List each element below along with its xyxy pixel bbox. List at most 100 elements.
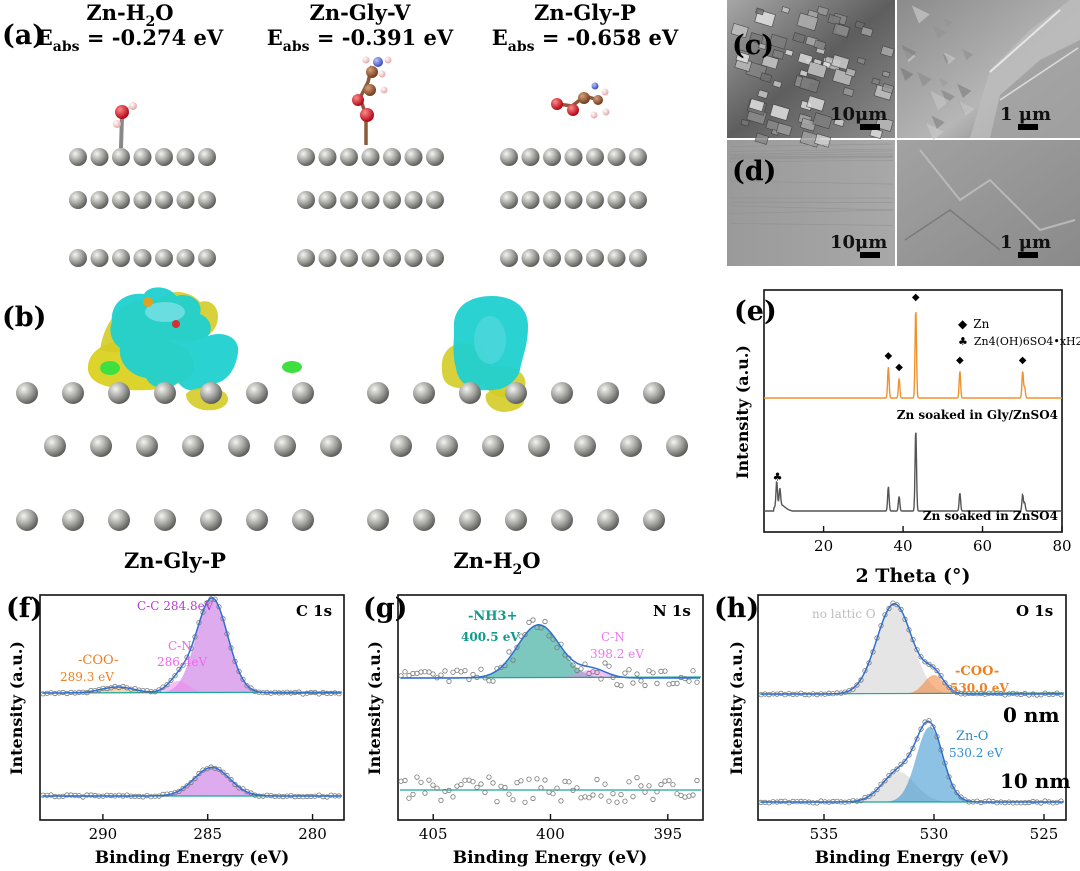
xps-component-peak [398, 624, 703, 678]
xps-data-point [192, 775, 198, 782]
zn-atom [426, 148, 444, 166]
panel-f-y-label: Intensity (a.u.) [7, 641, 26, 775]
peak-label-coo: -COO- [78, 653, 119, 668]
zn-atom [292, 509, 314, 531]
xps-data-point [570, 787, 576, 793]
xps-data-point [478, 781, 484, 787]
xps-data-point [854, 682, 860, 688]
xps-data-point [898, 761, 904, 767]
xps-data-point [450, 669, 456, 675]
panel-a-molecules [113, 56, 610, 149]
zhs-peak-marker: ♣ [773, 470, 783, 483]
zn-atom [176, 191, 195, 209]
xps-data-point [164, 681, 170, 688]
xps-data-point [666, 777, 672, 784]
zn-atom [643, 509, 665, 531]
xps-data-point [486, 774, 492, 780]
zn-atom [16, 382, 38, 404]
zn-atom [274, 435, 296, 457]
zn-atom [521, 191, 540, 209]
zn-atom [413, 382, 435, 404]
xrd-x-label: 2 Theta (°) [855, 565, 970, 587]
zn-peak-marker: ◆ [885, 351, 893, 362]
peak-label-cn-energy: 286.4eV [157, 655, 207, 669]
panel-h-frame [757, 594, 1067, 821]
zn-atom [361, 249, 380, 267]
xps-data-point [438, 797, 444, 804]
xps-data-point [638, 783, 644, 789]
peak-label-cn: C-N [168, 639, 192, 653]
xps-data-point [240, 676, 246, 682]
panel-f-frame [39, 594, 345, 821]
xps-data-point [950, 783, 956, 789]
zn-atom [176, 249, 195, 267]
zn-atom [340, 148, 358, 166]
water-molecule [113, 102, 137, 149]
peak-label-zno-energy: 530.2 eV [949, 746, 1003, 760]
panel-d-letter: (d) [732, 156, 776, 187]
zn-atom [574, 435, 596, 457]
zn-atom [436, 435, 458, 457]
xps-data-point [550, 791, 556, 797]
peak-label-nolattic: no lattic O [812, 607, 876, 621]
zn-atom [16, 509, 38, 531]
xps-data-point [80, 794, 86, 800]
xps-data-point [406, 795, 412, 801]
glycine-vertical-molecule [352, 56, 392, 145]
panel-e-letter: (e) [734, 296, 777, 327]
zn-peak-marker: ◆ [956, 355, 964, 366]
zn-atom [543, 148, 561, 166]
zn-atom [597, 382, 619, 404]
xps-data-point [902, 758, 908, 764]
xps-data-point [474, 784, 480, 790]
xps-data-point [646, 668, 652, 674]
zn-atom [361, 148, 380, 166]
xps-data-point [180, 662, 186, 668]
xps-data-point [526, 776, 532, 782]
xps-component-peak [40, 681, 344, 693]
xps-data-point [642, 682, 648, 689]
xps-x-tick-label: 525 [1030, 825, 1059, 843]
xps-data-point [634, 774, 640, 781]
xrd-legend-zhs: ♣ Zn4(OH)6SO4•xH2O [958, 335, 1080, 348]
zn-atom [297, 249, 315, 267]
xps-data-point [84, 792, 90, 798]
xps-data-point [184, 783, 190, 789]
xps-data-point [430, 782, 436, 788]
zn-atom [133, 148, 152, 166]
panel-h-x-label: Binding Energy (eV) [815, 848, 1010, 868]
xps-data-point [882, 778, 888, 784]
xps-data-point [694, 679, 700, 685]
zn-atom [607, 191, 626, 209]
xps-data-point [482, 789, 488, 796]
xps-data-point [490, 678, 496, 684]
scalebar-d-low: 10μm [830, 232, 887, 253]
xps-data-point [926, 718, 932, 724]
xps-data-point [898, 606, 904, 613]
xps-data-point [638, 678, 644, 684]
xps-data-point [450, 794, 456, 800]
zn-atom [413, 509, 435, 531]
peak-label-nh3-energy: 400.5 eV [461, 630, 520, 644]
xps-data-point [438, 672, 444, 678]
zn-atom [340, 249, 358, 267]
xps-data-point [538, 785, 544, 791]
peak-label-coo-energy: 289.3 eV [60, 670, 114, 684]
xps-data-point [172, 673, 178, 679]
xps-data-point [228, 776, 234, 783]
xps-x-tick-label: 290 [89, 825, 118, 843]
xps-data-point [426, 669, 432, 675]
xps-data-point [602, 660, 608, 666]
depth-label-0: 0 nm [1003, 703, 1060, 727]
xps-data-point [814, 800, 820, 806]
xps-data-point [598, 793, 604, 799]
xps-data-point [558, 798, 564, 804]
xps-component-peak [40, 598, 344, 693]
xps-data-point [690, 668, 696, 674]
xps-data-point [694, 777, 700, 784]
zn-atom [629, 249, 647, 267]
panel-f-plot: 290 285 280 [40, 596, 344, 843]
xps-data-point [958, 794, 964, 800]
zn-atom [551, 509, 573, 531]
